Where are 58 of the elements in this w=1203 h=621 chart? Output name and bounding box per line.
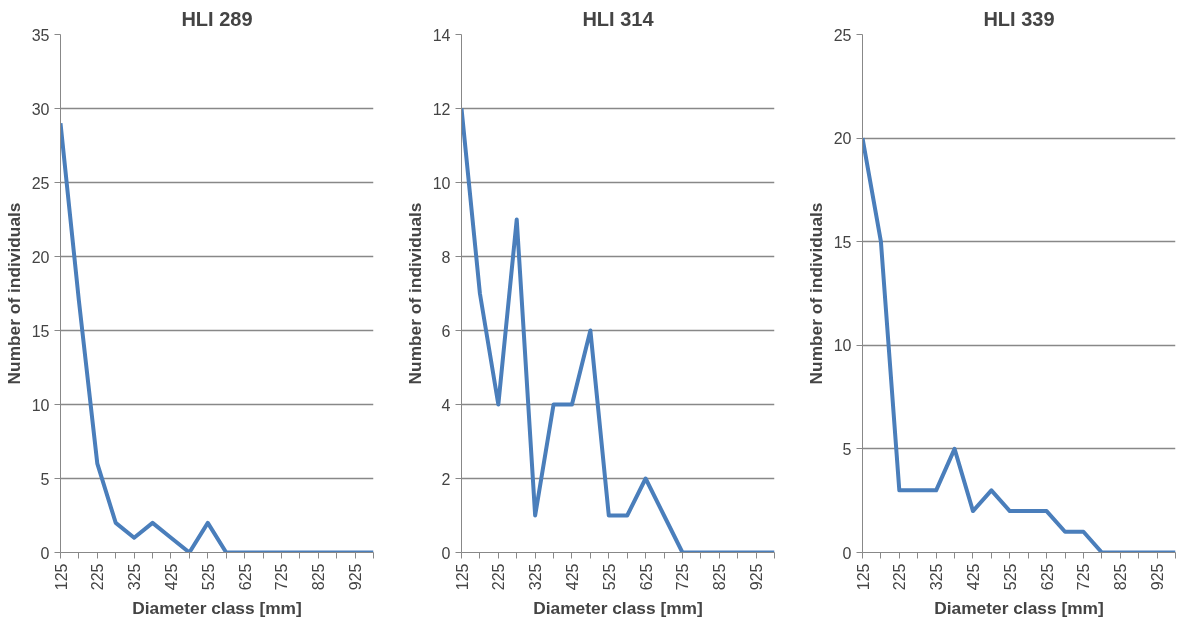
x-tick-label: 125 [52, 563, 70, 591]
x-tick-label: 525 [199, 563, 217, 591]
x-axis-title: Diameter class [mm] [132, 598, 302, 619]
y-tick-label: 20 [833, 130, 852, 148]
chart-title: HLI 289 [181, 7, 253, 30]
x-tick-label: 425 [162, 563, 180, 591]
y-tick-label: 12 [432, 100, 451, 118]
y-tick-label: 2 [441, 470, 451, 488]
y-tick-label: 25 [833, 26, 852, 44]
y-tick-label: 35 [31, 26, 50, 44]
y-tick-label: 0 [441, 544, 451, 562]
x-tick-label: 225 [490, 563, 508, 591]
x-tick-label: 125 [453, 563, 471, 591]
y-axis-title: Number of individuals [3, 202, 24, 385]
y-tick-label: 5 [842, 440, 852, 458]
x-tick-label: 325 [126, 563, 144, 591]
y-tick-label: 14 [432, 26, 451, 44]
x-tick-label: 725 [1075, 563, 1093, 591]
x-tick-label: 525 [1001, 563, 1019, 591]
x-tick-label: 225 [891, 563, 909, 591]
chart-title: HLI 314 [582, 7, 655, 30]
y-tick-label: 20 [31, 248, 50, 266]
y-tick-label: 4 [441, 396, 451, 414]
x-tick-label: 525 [600, 563, 618, 591]
y-tick-label: 8 [441, 248, 451, 266]
x-tick-label: 825 [310, 563, 328, 591]
x-tick-label: 725 [273, 563, 291, 591]
y-tick-label: 5 [40, 470, 50, 488]
y-tick-label: 25 [31, 174, 50, 192]
x-tick-label: 925 [347, 563, 365, 591]
chart-title: HLI 339 [983, 7, 1055, 30]
y-tick-label: 0 [842, 544, 852, 562]
y-tick-label: 0 [40, 544, 50, 562]
x-tick-label: 325 [527, 563, 545, 591]
x-tick-label: 625 [236, 563, 254, 591]
x-tick-label: 725 [674, 563, 692, 591]
x-tick-label: 925 [1149, 563, 1167, 591]
x-axis-title: Diameter class [mm] [533, 598, 703, 619]
x-tick-label: 225 [89, 563, 107, 591]
y-tick-label: 10 [432, 174, 451, 192]
x-tick-label: 425 [563, 563, 581, 591]
y-axis-title: Number of individuals [805, 202, 826, 385]
x-tick-label: 825 [1112, 563, 1130, 591]
x-tick-label: 425 [964, 563, 982, 591]
x-tick-label: 925 [748, 563, 766, 591]
x-tick-label: 625 [1038, 563, 1056, 591]
y-tick-label: 15 [833, 233, 852, 251]
y-tick-label: 10 [31, 396, 50, 414]
x-axis-title: Diameter class [mm] [934, 598, 1104, 619]
x-tick-label: 325 [928, 563, 946, 591]
y-tick-label: 15 [31, 322, 50, 340]
y-tick-label: 6 [441, 322, 451, 340]
x-tick-label: 825 [711, 563, 729, 591]
y-tick-label: 30 [31, 100, 50, 118]
x-tick-label: 125 [854, 563, 872, 591]
x-tick-label: 625 [637, 563, 655, 591]
y-axis-title: Number of individuals [404, 202, 425, 385]
y-tick-label: 10 [833, 337, 852, 355]
